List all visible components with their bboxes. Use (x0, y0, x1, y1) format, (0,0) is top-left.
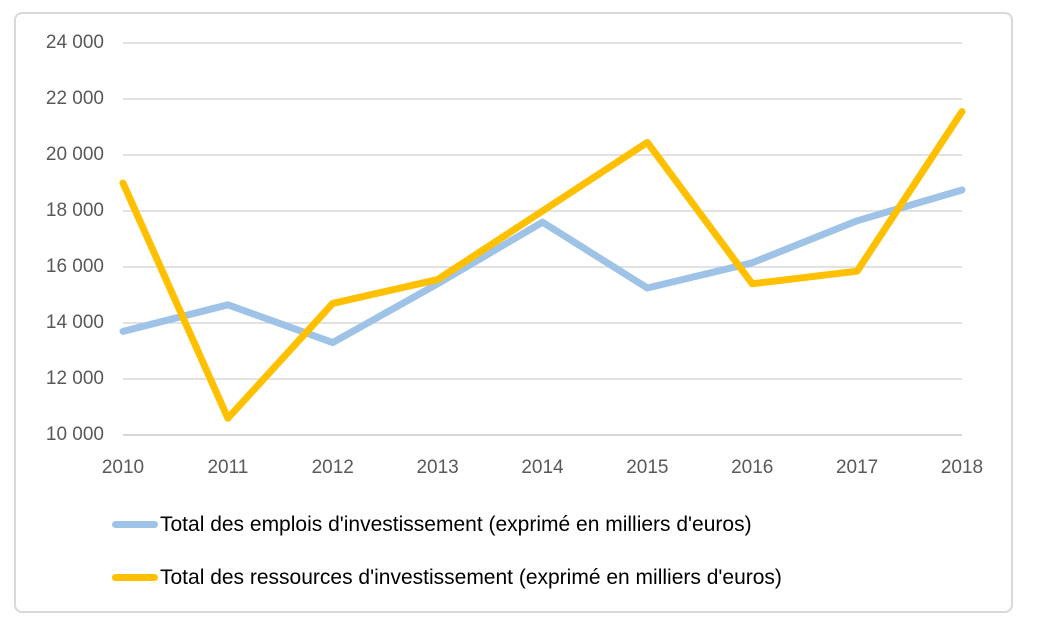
x-tick-label: 2012 (311, 457, 354, 478)
legend-label-ressources: Total des ressources d'investissement (e… (160, 565, 782, 589)
x-tick-label: 2018 (940, 457, 984, 478)
y-tick-label: 18 000 (45, 200, 104, 221)
y-tick-label: 20 000 (45, 144, 104, 165)
legend-item-ressources: Total des ressources d'investissement (e… (112, 564, 782, 591)
x-tick-label: 2011 (207, 457, 249, 478)
x-tick-label: 2010 (101, 457, 145, 478)
x-tick-label: 2016 (731, 457, 774, 478)
y-tick-label: 22 000 (45, 88, 104, 109)
y-tick-label: 24 000 (45, 32, 104, 53)
legend-swatch-emplois (112, 521, 158, 528)
x-tick-label: 2015 (626, 457, 669, 478)
y-tick-label: 16 000 (45, 256, 104, 277)
legend-label-emplois: Total des emplois d'investissement (expr… (160, 512, 752, 536)
series-line-ressources (119, 108, 966, 422)
legend: Total des emplois d'investissement (expr… (112, 511, 782, 591)
legend-item-emplois: Total des emplois d'investissement (expr… (112, 511, 782, 538)
x-tick-label: 2013 (416, 457, 459, 478)
series-line-emplois (119, 186, 966, 347)
x-tick-label: 2017 (835, 457, 879, 478)
x-tick-label: 2014 (521, 457, 564, 478)
y-tick-label: 10 000 (45, 424, 104, 445)
y-tick-label: 14 000 (45, 312, 104, 333)
legend-swatch-ressources (112, 574, 158, 581)
y-tick-label: 12 000 (45, 368, 104, 389)
